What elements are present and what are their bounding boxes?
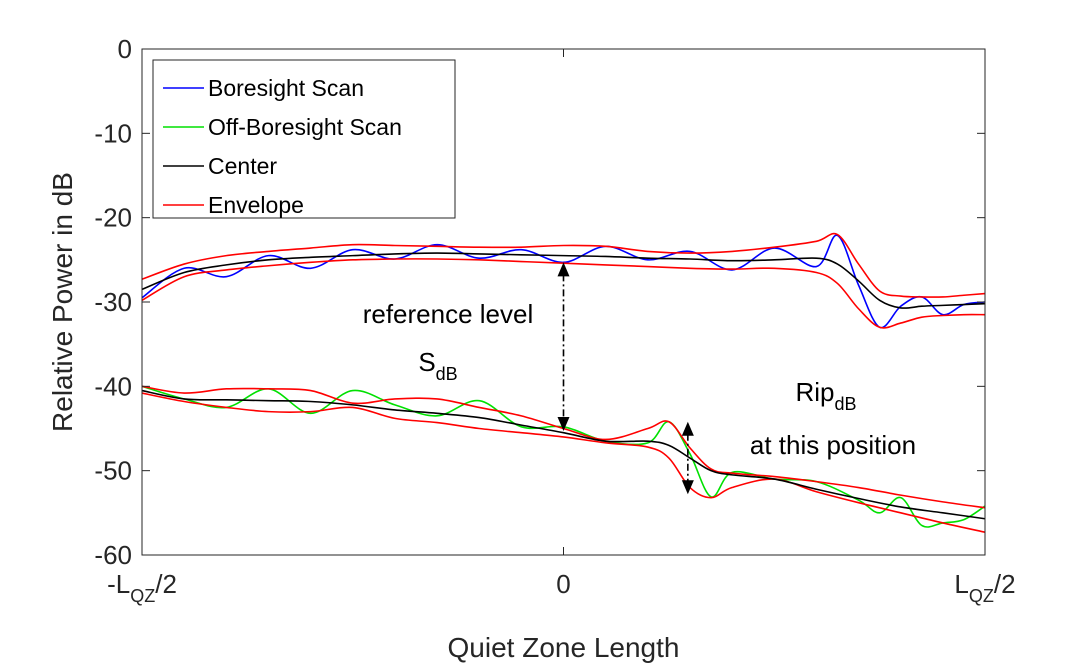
annotations: reference level SdB RipdB at this positi… (363, 262, 916, 495)
y-axis-label: Relative Power in dB (47, 172, 78, 432)
ripple-symbol-label: RipdB (795, 377, 856, 414)
plot-area (141, 232, 986, 534)
y-tick-label: -10 (94, 118, 132, 148)
series-line-envelope-5 (141, 258, 986, 329)
legend-label-0: Boresight Scan (208, 75, 364, 101)
annotation-arrowhead-top-ripple (681, 421, 694, 436)
ripple-position-label: at this position (750, 430, 916, 460)
x-axis-label: Quiet Zone Length (448, 632, 680, 663)
x-tick-label-suffix: /2 (155, 569, 177, 599)
legend-label-1: Off-Boresight Scan (208, 114, 402, 140)
x-tick-label-main: 0 (556, 569, 570, 599)
y-tick-label: -40 (94, 371, 132, 401)
ripple-symbol-sub: dB (834, 394, 856, 414)
annotation-arrowhead-bottom-reference (557, 417, 570, 432)
series-line-envelope-6 (141, 385, 986, 509)
annotation-arrowhead-bottom-ripple (681, 480, 694, 495)
y-tick-label: -60 (94, 540, 132, 570)
y-tick-label: -30 (94, 287, 132, 317)
series-line-center-3 (141, 389, 986, 520)
x-tick-label-sub: QZ (130, 586, 155, 606)
series-line-boresight-scan-0 (141, 234, 986, 329)
x-tick-label: 0 (556, 569, 570, 599)
legend-label-2: Center (208, 153, 277, 179)
legend-box (152, 59, 456, 219)
x-tick-label-main: L (954, 569, 968, 599)
x-tick-label: LQZ/2 (954, 569, 1015, 606)
reference-symbol-main: S (418, 347, 435, 377)
legend: Boresight Scan Off-Boresight Scan Center En… (152, 59, 456, 219)
series-line-envelope-7 (141, 392, 986, 534)
reference-symbol-sub: dB (436, 364, 458, 384)
series-line-envelope-4 (141, 232, 986, 298)
ripple-symbol-main: Rip (795, 377, 834, 407)
ticks: 0-10-20-30-40-50-60-LQZ/2 0 LQZ/2 (94, 34, 1015, 606)
x-tick-label-suffix: /2 (994, 569, 1016, 599)
reference-level-label: reference level (363, 299, 534, 329)
series-line-off-boresight-scan-1 (141, 385, 986, 528)
y-tick-label: -20 (94, 203, 132, 233)
x-tick-label-sub: QZ (969, 586, 994, 606)
series-line-center-2 (141, 252, 986, 309)
y-tick-label: -50 (94, 456, 132, 486)
x-tick-label-main: -L (107, 569, 130, 599)
x-tick-label: -LQZ/2 (107, 569, 177, 606)
reference-symbol-label: SdB (418, 347, 457, 384)
y-tick-label: 0 (118, 34, 132, 64)
annotation-arrowhead-top-reference (557, 262, 570, 277)
legend-label-3: Envelope (208, 192, 304, 218)
